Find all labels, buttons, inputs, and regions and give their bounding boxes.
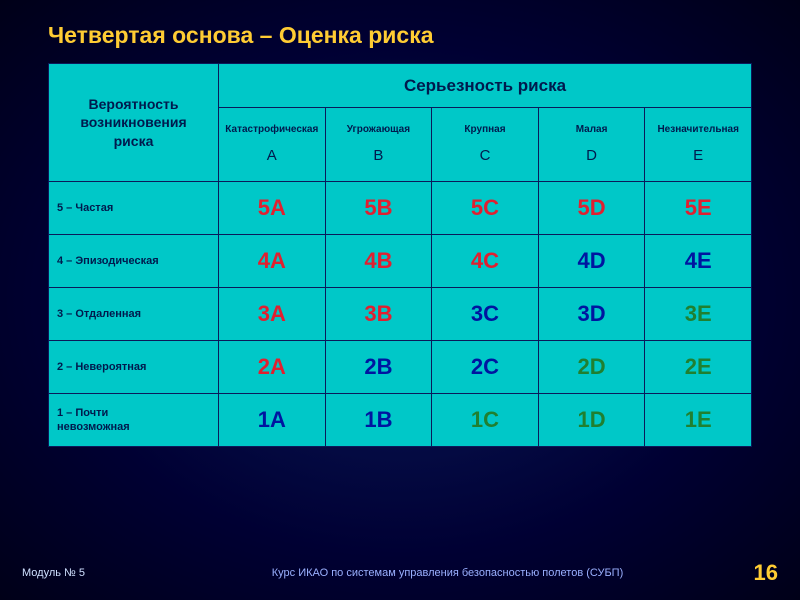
risk-cell: 3E <box>645 288 752 341</box>
risk-cell: 4E <box>645 235 752 288</box>
severity-col-b: УгрожающаяB <box>325 108 432 182</box>
severity-col-a: КатастрофическаяA <box>219 108 326 182</box>
risk-cell: 5B <box>325 182 432 235</box>
risk-cell: 4A <box>219 235 326 288</box>
risk-cell: 3A <box>219 288 326 341</box>
matrix-row-3: 3 – Отдаленная 3A 3B 3C 3D 3E <box>49 288 752 341</box>
risk-cell: 5A <box>219 182 326 235</box>
risk-matrix-table: Вероятность возникновения риска Серьезно… <box>48 63 752 447</box>
risk-cell: 2B <box>325 341 432 394</box>
matrix-row-1: 1 – Почти невозможная 1A 1B 1C 1D 1E <box>49 394 752 447</box>
risk-cell: 5C <box>432 182 539 235</box>
risk-cell: 3D <box>538 288 645 341</box>
page-number: 16 <box>733 560 778 586</box>
risk-cell: 3C <box>432 288 539 341</box>
slide-footer: Модуль № 5 Курс ИКАО по системам управле… <box>0 560 800 586</box>
risk-cell: 2E <box>645 341 752 394</box>
risk-cell: 4B <box>325 235 432 288</box>
course-label: Курс ИКАО по системам управления безопас… <box>162 567 733 579</box>
row-label: 1 – Почти невозможная <box>49 394 219 447</box>
risk-cell: 2A <box>219 341 326 394</box>
row-label: 3 – Отдаленная <box>49 288 219 341</box>
severity-col-e: НезначительнаяE <box>645 108 752 182</box>
row-label: 5 – Частая <box>49 182 219 235</box>
risk-cell: 1D <box>538 394 645 447</box>
risk-cell: 4C <box>432 235 539 288</box>
matrix-row-4: 4 – Эпизодическая 4A 4B 4C 4D 4E <box>49 235 752 288</box>
slide-title: Четвертая основа – Оценка риска <box>48 22 752 49</box>
row-label: 2 – Невероятная <box>49 341 219 394</box>
risk-cell: 2D <box>538 341 645 394</box>
risk-cell: 1C <box>432 394 539 447</box>
risk-cell: 2C <box>432 341 539 394</box>
risk-cell: 3B <box>325 288 432 341</box>
risk-cell: 5E <box>645 182 752 235</box>
risk-cell: 1E <box>645 394 752 447</box>
matrix-row-2: 2 – Невероятная 2A 2B 2C 2D 2E <box>49 341 752 394</box>
probability-header: Вероятность возникновения риска <box>49 64 219 182</box>
severity-header: Серьезность риска <box>219 64 752 108</box>
risk-cell: 5D <box>538 182 645 235</box>
matrix-row-5: 5 – Частая 5A 5B 5C 5D 5E <box>49 182 752 235</box>
module-label: Модуль № 5 <box>22 567 162 579</box>
risk-cell: 1A <box>219 394 326 447</box>
risk-cell: 4D <box>538 235 645 288</box>
severity-col-d: МалаяD <box>538 108 645 182</box>
severity-col-c: КрупнаяC <box>432 108 539 182</box>
row-label: 4 – Эпизодическая <box>49 235 219 288</box>
risk-cell: 1B <box>325 394 432 447</box>
